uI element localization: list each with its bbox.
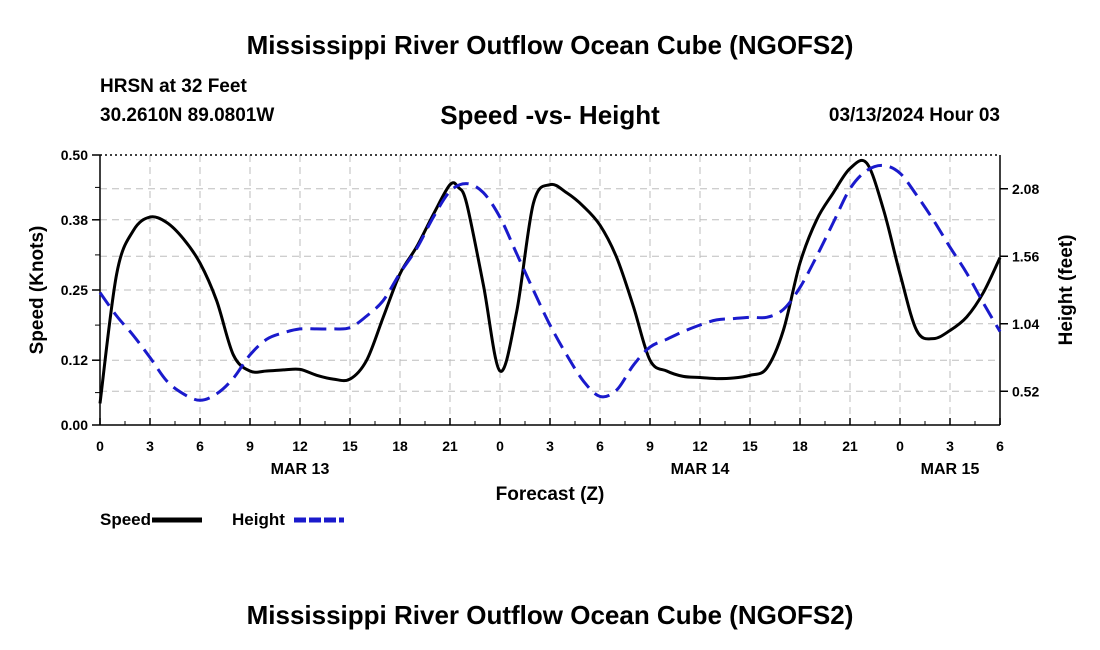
series-line-speed [98, 158, 1002, 404]
x-tick-label: 21 [842, 438, 858, 454]
date-label: MAR 13 [271, 461, 330, 478]
x-tick-label: 21 [442, 438, 458, 454]
x-tick-label: 6 [996, 438, 1004, 454]
legend-label-height: Height [232, 510, 285, 529]
x-tick-label: 15 [742, 438, 758, 454]
run-time: 03/13/2024 Hour 03 [828, 105, 1000, 126]
x-tick-label: 12 [292, 438, 308, 454]
y-tick-label-left: 0.12 [61, 352, 88, 368]
y-tick-label-right: 2.08 [1012, 181, 1039, 197]
y-axis-label-left: Speed (Knots) [27, 226, 48, 355]
x-tick-label: 9 [246, 438, 254, 454]
station-name: HRSN at 32 Feet [100, 76, 247, 97]
x-tick-label: 0 [896, 438, 904, 454]
main-title: Mississippi River Outflow Ocean Cube (NG… [246, 30, 854, 60]
x-tick-label: 18 [792, 438, 808, 454]
x-tick-label: 0 [96, 438, 104, 454]
x-axis-label: Forecast (Z) [496, 484, 605, 505]
y-tick-label-right: 1.04 [1012, 316, 1039, 332]
y-tick-label-left: 0.50 [61, 147, 88, 163]
series-line-height [98, 163, 1002, 402]
station-coordinates: 30.2610N 89.0801W [100, 105, 275, 126]
x-tick-label: 6 [196, 438, 204, 454]
y-tick-label-left: 0.00 [61, 417, 88, 433]
chart-title: Speed -vs- Height [440, 100, 660, 130]
date-label: MAR 15 [921, 461, 980, 478]
x-tick-label: 12 [692, 438, 708, 454]
x-tick-label: 0 [496, 438, 504, 454]
x-tick-label: 3 [546, 438, 554, 454]
x-tick-label: 9 [646, 438, 654, 454]
x-tick-label: 3 [946, 438, 954, 454]
y-tick-label-left: 0.25 [61, 282, 88, 298]
y-axis-label-right: Height (feet) [1056, 235, 1077, 346]
legend-label-speed: Speed [100, 510, 151, 529]
x-tick-label: 18 [392, 438, 408, 454]
x-tick-label: 6 [596, 438, 604, 454]
bottom-title: Mississippi River Outflow Ocean Cube (NG… [246, 600, 854, 630]
y-tick-label-right: 1.56 [1012, 248, 1039, 264]
y-tick-label-left: 0.38 [61, 212, 88, 228]
y-tick-label-right: 0.52 [1012, 383, 1039, 399]
x-tick-label: 15 [342, 438, 358, 454]
date-label: MAR 14 [671, 461, 730, 478]
x-tick-label: 3 [146, 438, 154, 454]
